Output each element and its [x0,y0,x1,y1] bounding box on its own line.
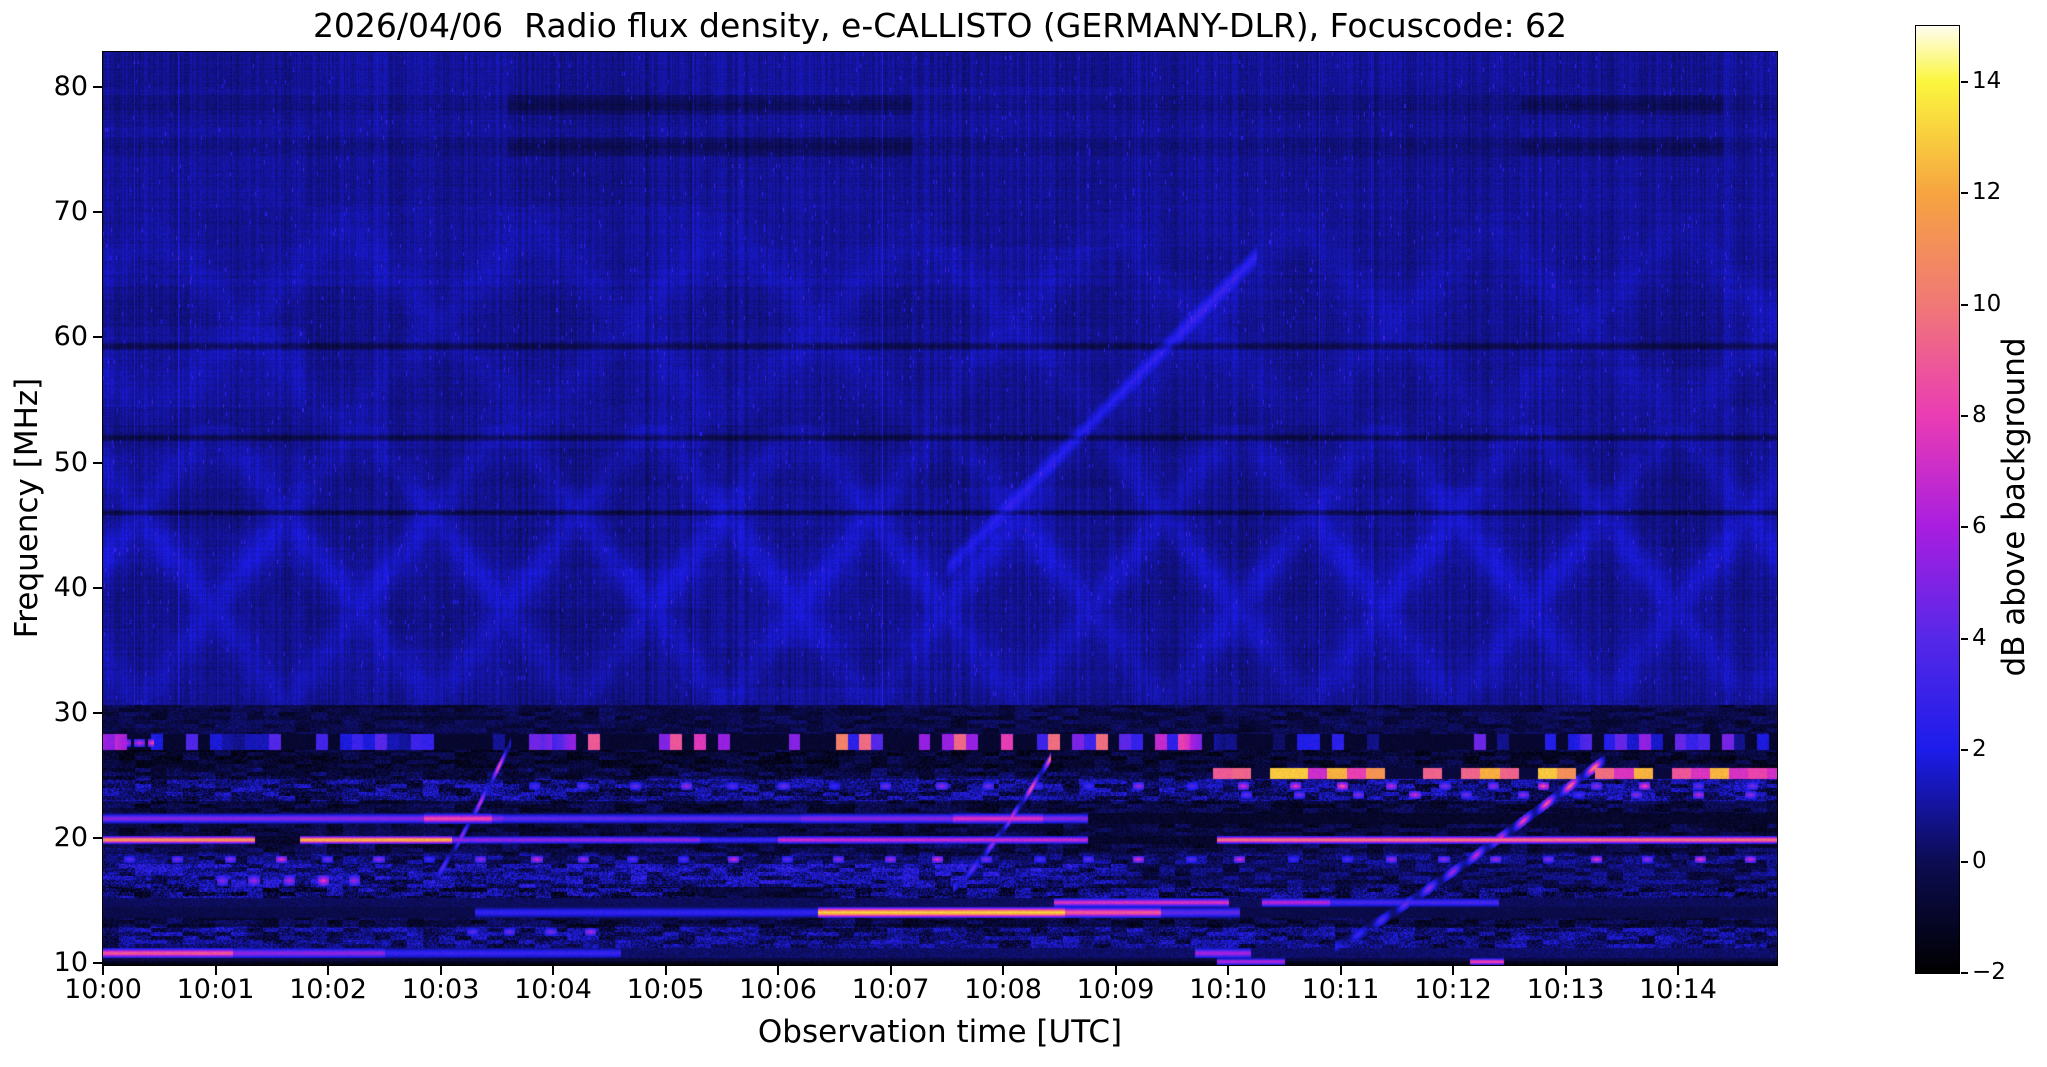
colorbar-tick-label: −2 [1972,959,2006,985]
y-tick-label: 40 [53,571,88,603]
colorbar-label: dB above background [1996,337,2032,677]
colorbar-tick-mark [1961,303,1968,306]
colorbar-tick-mark [1961,637,1968,640]
y-tick-label: 80 [53,71,88,103]
x-tick-mark [1227,966,1229,975]
x-tick-mark [1339,966,1342,975]
x-tick-label: 10:01 [176,974,255,1005]
y-tick-mark [93,461,102,464]
y-tick-label: 70 [53,196,88,228]
x-tick-label: 10:00 [64,974,142,1005]
x-tick-label: 10:03 [401,974,480,1005]
x-tick-mark [889,966,892,975]
x-tick-label: 10:10 [1189,974,1267,1005]
spectrogram-canvas [103,52,1777,965]
colorbar-tick-label: 6 [1972,513,1987,540]
colorbar-tick-mark [1961,192,1968,195]
colorbar-tick-label: 14 [1972,67,2002,94]
x-tick-mark [327,966,329,975]
y-tick-mark [93,586,102,589]
x-tick-label: 10:14 [1639,974,1717,1005]
plot-title: 2026/04/06 Radio flux density, e-CALLIST… [312,6,1568,45]
colorbar-tick-mark [1961,860,1968,863]
x-tick-mark [1002,966,1004,975]
colorbar-tick-mark [1961,749,1968,752]
x-tick-mark [214,966,217,975]
y-tick-label: 30 [53,696,88,728]
x-tick-label: 10:13 [1526,974,1605,1005]
x-tick-mark [1677,966,1679,975]
x-tick-label: 10:11 [1301,974,1380,1005]
y-tick-mark [93,962,102,965]
colorbar-tick-label: 4 [1972,624,1987,651]
y-tick-mark [93,711,102,714]
x-tick-label: 10:05 [626,974,705,1005]
y-tick-label: 10 [53,947,88,979]
x-tick-label: 10:06 [739,974,817,1005]
y-tick-label: 20 [53,822,88,854]
x-tick-label: 10:12 [1414,974,1492,1005]
x-tick-mark [777,966,779,975]
y-tick-label: 60 [53,321,88,353]
x-tick-mark [552,966,554,975]
y-tick-mark [93,336,102,339]
colorbar-tick-mark [1961,414,1968,417]
y-tick-mark [93,86,102,89]
x-tick-label: 10:04 [514,974,592,1005]
colorbar-tick-label: 8 [1972,401,1987,428]
colorbar-tick-mark [1961,80,1968,83]
y-tick-mark [93,837,102,840]
y-tick-label: 50 [53,446,88,478]
x-tick-mark [439,966,442,975]
x-tick-mark [1564,966,1567,975]
x-tick-label: 10:08 [964,974,1042,1005]
colorbar [1915,25,1960,974]
spectrogram-plot [102,51,1778,966]
colorbar-tick-label: 10 [1972,290,2002,317]
x-tick-mark [1452,966,1454,975]
colorbar-tick-mark [1961,526,1968,529]
x-tick-mark [102,966,104,975]
x-tick-mark [664,966,667,975]
x-tick-label: 10:07 [851,974,930,1005]
y-tick-mark [93,211,102,214]
colorbar-gradient [1916,26,1959,973]
colorbar-tick-label: 0 [1972,847,1987,874]
colorbar-tick-mark [1961,972,1968,974]
colorbar-tick-label: 2 [1972,736,1987,763]
x-tick-label: 10:02 [289,974,367,1005]
x-tick-mark [1114,966,1117,975]
x-tick-label: 10:09 [1076,974,1155,1005]
colorbar-tick-label: 12 [1972,179,2002,206]
x-axis-label: Observation time [UTC] [757,1014,1123,1050]
